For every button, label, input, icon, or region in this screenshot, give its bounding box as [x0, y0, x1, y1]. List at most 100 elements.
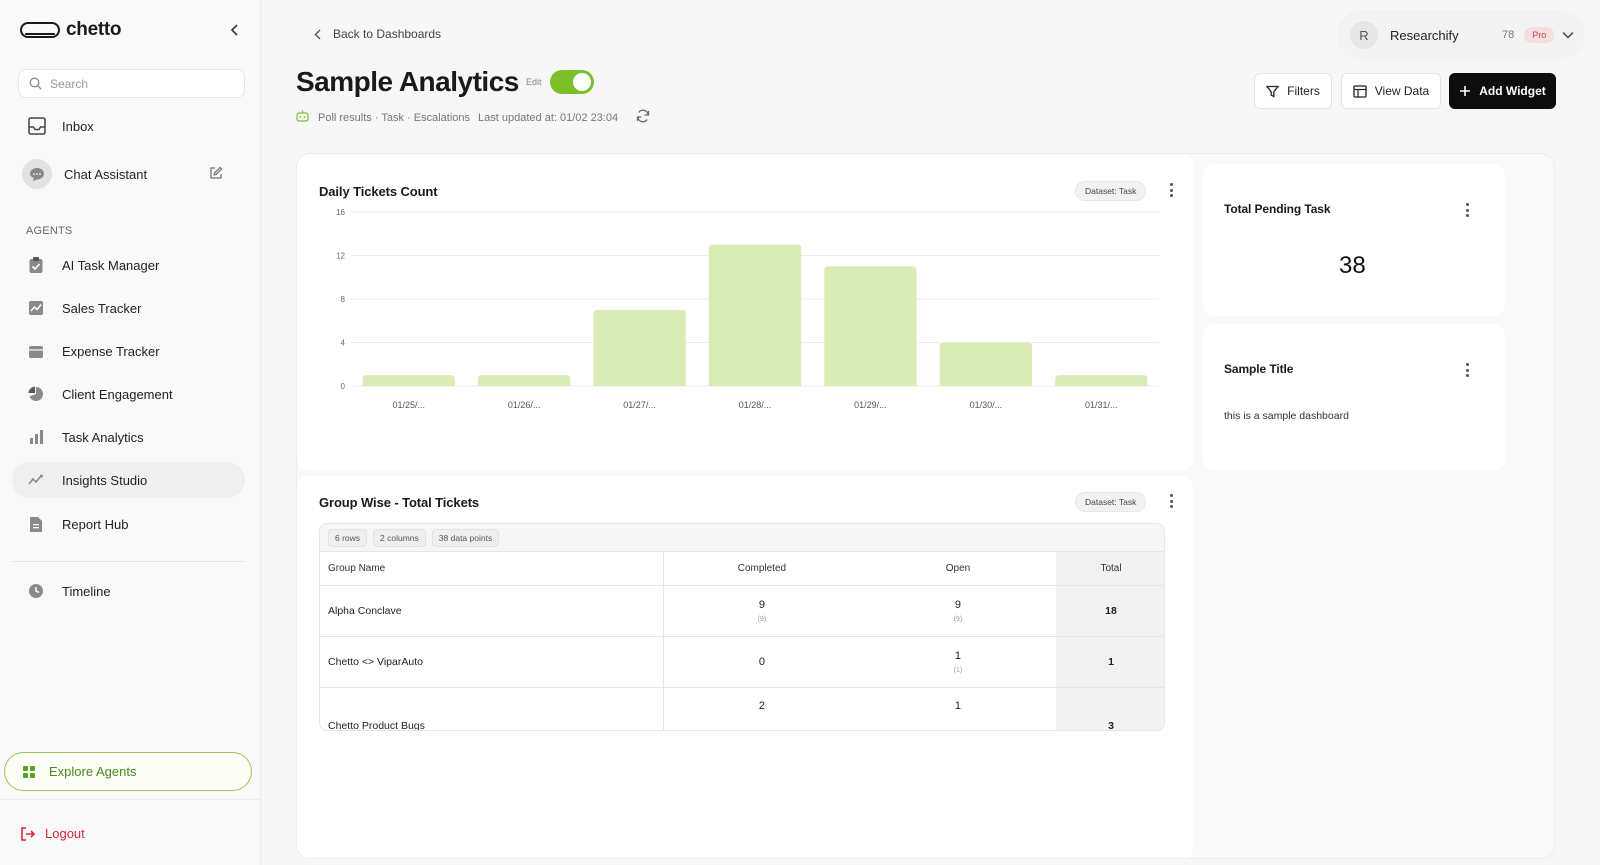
completed-value: 9	[758, 598, 765, 611]
sidebar-item-task-analytics[interactable]: Task Analytics	[12, 419, 245, 455]
brand-name: chetto	[66, 19, 122, 40]
sidebar-item-sales-tracker[interactable]: Sales Tracker	[12, 290, 245, 326]
y-tick-label: 8	[341, 295, 346, 304]
filters-button[interactable]: Filters	[1254, 73, 1332, 109]
y-tick-label: 12	[336, 252, 345, 261]
sidebar-item-report-hub[interactable]: Report Hub	[12, 506, 245, 542]
x-tick-label: 01/31/...	[1085, 400, 1118, 410]
inbox-icon	[26, 116, 48, 136]
x-tick-label: 01/30/...	[970, 400, 1003, 410]
back-to-dashboards-link[interactable]: Back to Dashboards	[314, 27, 441, 41]
credit-count: 78	[1502, 29, 1515, 41]
sidebar-divider	[12, 561, 245, 562]
avatar: R	[1350, 21, 1378, 49]
chat-bubble-icon	[22, 159, 52, 189]
columns-count: 2 columns	[373, 528, 426, 547]
table-row[interactable]: Alpha Conclave 9 (9) 9 (9) 18	[320, 585, 1164, 637]
wallet-icon	[26, 341, 46, 361]
group-name-cell: Chetto <> ViparAuto	[320, 636, 664, 688]
column-header-open[interactable]: Open	[859, 552, 1056, 586]
logout-icon	[21, 826, 36, 841]
open-sub: (9)	[953, 615, 963, 623]
sidebar-item-label: Expense Tracker	[62, 343, 160, 359]
bar[interactable]	[362, 375, 455, 386]
daily-tickets-widget: Daily Tickets Count Dataset: Task 0 4 8 12 1…	[297, 154, 1193, 470]
widget-menu-button[interactable]	[1166, 492, 1176, 510]
back-link-label: Back to Dashboards	[333, 27, 442, 41]
explore-agents-label: Explore Agents	[49, 764, 137, 779]
total-cell: 18	[1056, 585, 1164, 637]
dashboard-meta: Poll results · Task · Escalations Last u…	[296, 110, 618, 125]
widget-title: Sample Title	[1224, 362, 1294, 376]
new-chat-edit-icon[interactable]	[209, 166, 223, 183]
view-data-label: View Data	[1374, 84, 1430, 98]
column-header-total[interactable]: Total	[1056, 552, 1164, 586]
sidebar-item-label: Client Engagement	[62, 386, 173, 402]
bar[interactable]	[708, 244, 802, 386]
bar[interactable]	[1055, 375, 1148, 386]
sidebar-item-label: Insights Studio	[62, 472, 148, 488]
agents-section-label: AGENTS	[26, 225, 73, 237]
filter-icon	[1266, 85, 1280, 98]
x-tick-label: 01/28/...	[739, 400, 772, 410]
bar[interactable]	[477, 375, 571, 386]
filters-label: Filters	[1287, 84, 1320, 98]
plus-icon	[1460, 86, 1471, 96]
sidebar: chetto Inbox Chat Assistant AGENTS AI Ta…	[0, 0, 261, 865]
sidebar-item-expense-tracker[interactable]: Expense Tracker	[12, 333, 245, 369]
bot-icon	[296, 110, 309, 125]
add-widget-button[interactable]: Add Widget	[1449, 73, 1556, 109]
logout-button[interactable]: Logout	[20, 826, 85, 841]
refresh-button[interactable]	[636, 109, 650, 128]
widget-title: Daily Tickets Count	[319, 184, 438, 199]
bar[interactable]	[593, 309, 686, 386]
grid-icon	[23, 765, 35, 778]
open-cell: 9 (9)	[859, 585, 1056, 637]
completed-cell: 2	[663, 687, 860, 730]
table-row[interactable]: Chetto <> ViparAuto 0 1 (1) 1	[320, 636, 1164, 688]
account-switcher[interactable]: R Researchify 78 Pro	[1337, 10, 1585, 60]
column-header-completed[interactable]: Completed	[663, 552, 860, 586]
logo-icon	[20, 22, 60, 38]
data-sources: Poll results · Task · Escalations	[318, 111, 471, 124]
collapse-sidebar-button[interactable]	[225, 20, 245, 40]
sidebar-item-label: Sales Tracker	[62, 300, 142, 316]
bar[interactable]	[824, 266, 917, 386]
pending-count: 38	[1339, 252, 1366, 279]
total-cell: 3	[1056, 687, 1164, 730]
open-value: 9	[954, 598, 962, 611]
sidebar-item-label: Inbox	[62, 118, 94, 134]
sidebar-item-label: Chat Assistant	[64, 166, 148, 182]
sidebar-item-insights-studio[interactable]: Insights Studio	[12, 462, 245, 498]
search-input[interactable]	[50, 76, 230, 91]
search-box[interactable]	[18, 69, 245, 98]
table-row[interactable]: Chetto Product Bugs 2 1 3	[320, 687, 1164, 730]
column-header-group-name[interactable]: Group Name	[320, 552, 664, 586]
last-updated: Last updated at: 01/02 23:04	[478, 111, 619, 124]
widget-menu-button[interactable]	[1462, 361, 1472, 379]
x-tick-label: 01/27/...	[623, 400, 656, 410]
widget-menu-button[interactable]	[1166, 181, 1176, 199]
sidebar-item-inbox[interactable]: Inbox	[12, 108, 245, 144]
widget-title: Group Wise - Total Tickets	[319, 495, 480, 510]
sidebar-item-timeline[interactable]: Timeline	[12, 573, 245, 609]
edit-toggle[interactable]	[550, 70, 594, 94]
sidebar-item-chat-assistant[interactable]: Chat Assistant	[12, 156, 245, 192]
bar-chart-icon	[26, 427, 46, 447]
chevron-left-icon	[314, 29, 321, 39]
bar[interactable]	[939, 342, 1033, 387]
bar-chart: 0 4 8 12 16 01/25/... 01/26/... 01/27/... 01/28/…	[336, 208, 1159, 410]
x-tick-label: 01/25/...	[392, 400, 425, 410]
completed-value: 2	[758, 699, 765, 712]
group-name-cell: Chetto Product Bugs	[320, 687, 664, 730]
widget-menu-button[interactable]	[1462, 201, 1472, 219]
explore-agents-button[interactable]: Explore Agents	[4, 752, 252, 791]
trend-chart-icon	[26, 298, 46, 318]
search-icon	[29, 77, 42, 90]
sidebar-item-client-engagement[interactable]: Client Engagement	[12, 376, 245, 412]
data-table: Group Name Completed Open Total Alpha Co…	[320, 552, 1164, 730]
sidebar-item-ai-task-manager[interactable]: AI Task Manager	[12, 247, 245, 283]
add-widget-label: Add Widget	[1479, 84, 1546, 98]
brand-logo[interactable]: chetto	[20, 18, 245, 42]
view-data-button[interactable]: View Data	[1341, 73, 1441, 109]
